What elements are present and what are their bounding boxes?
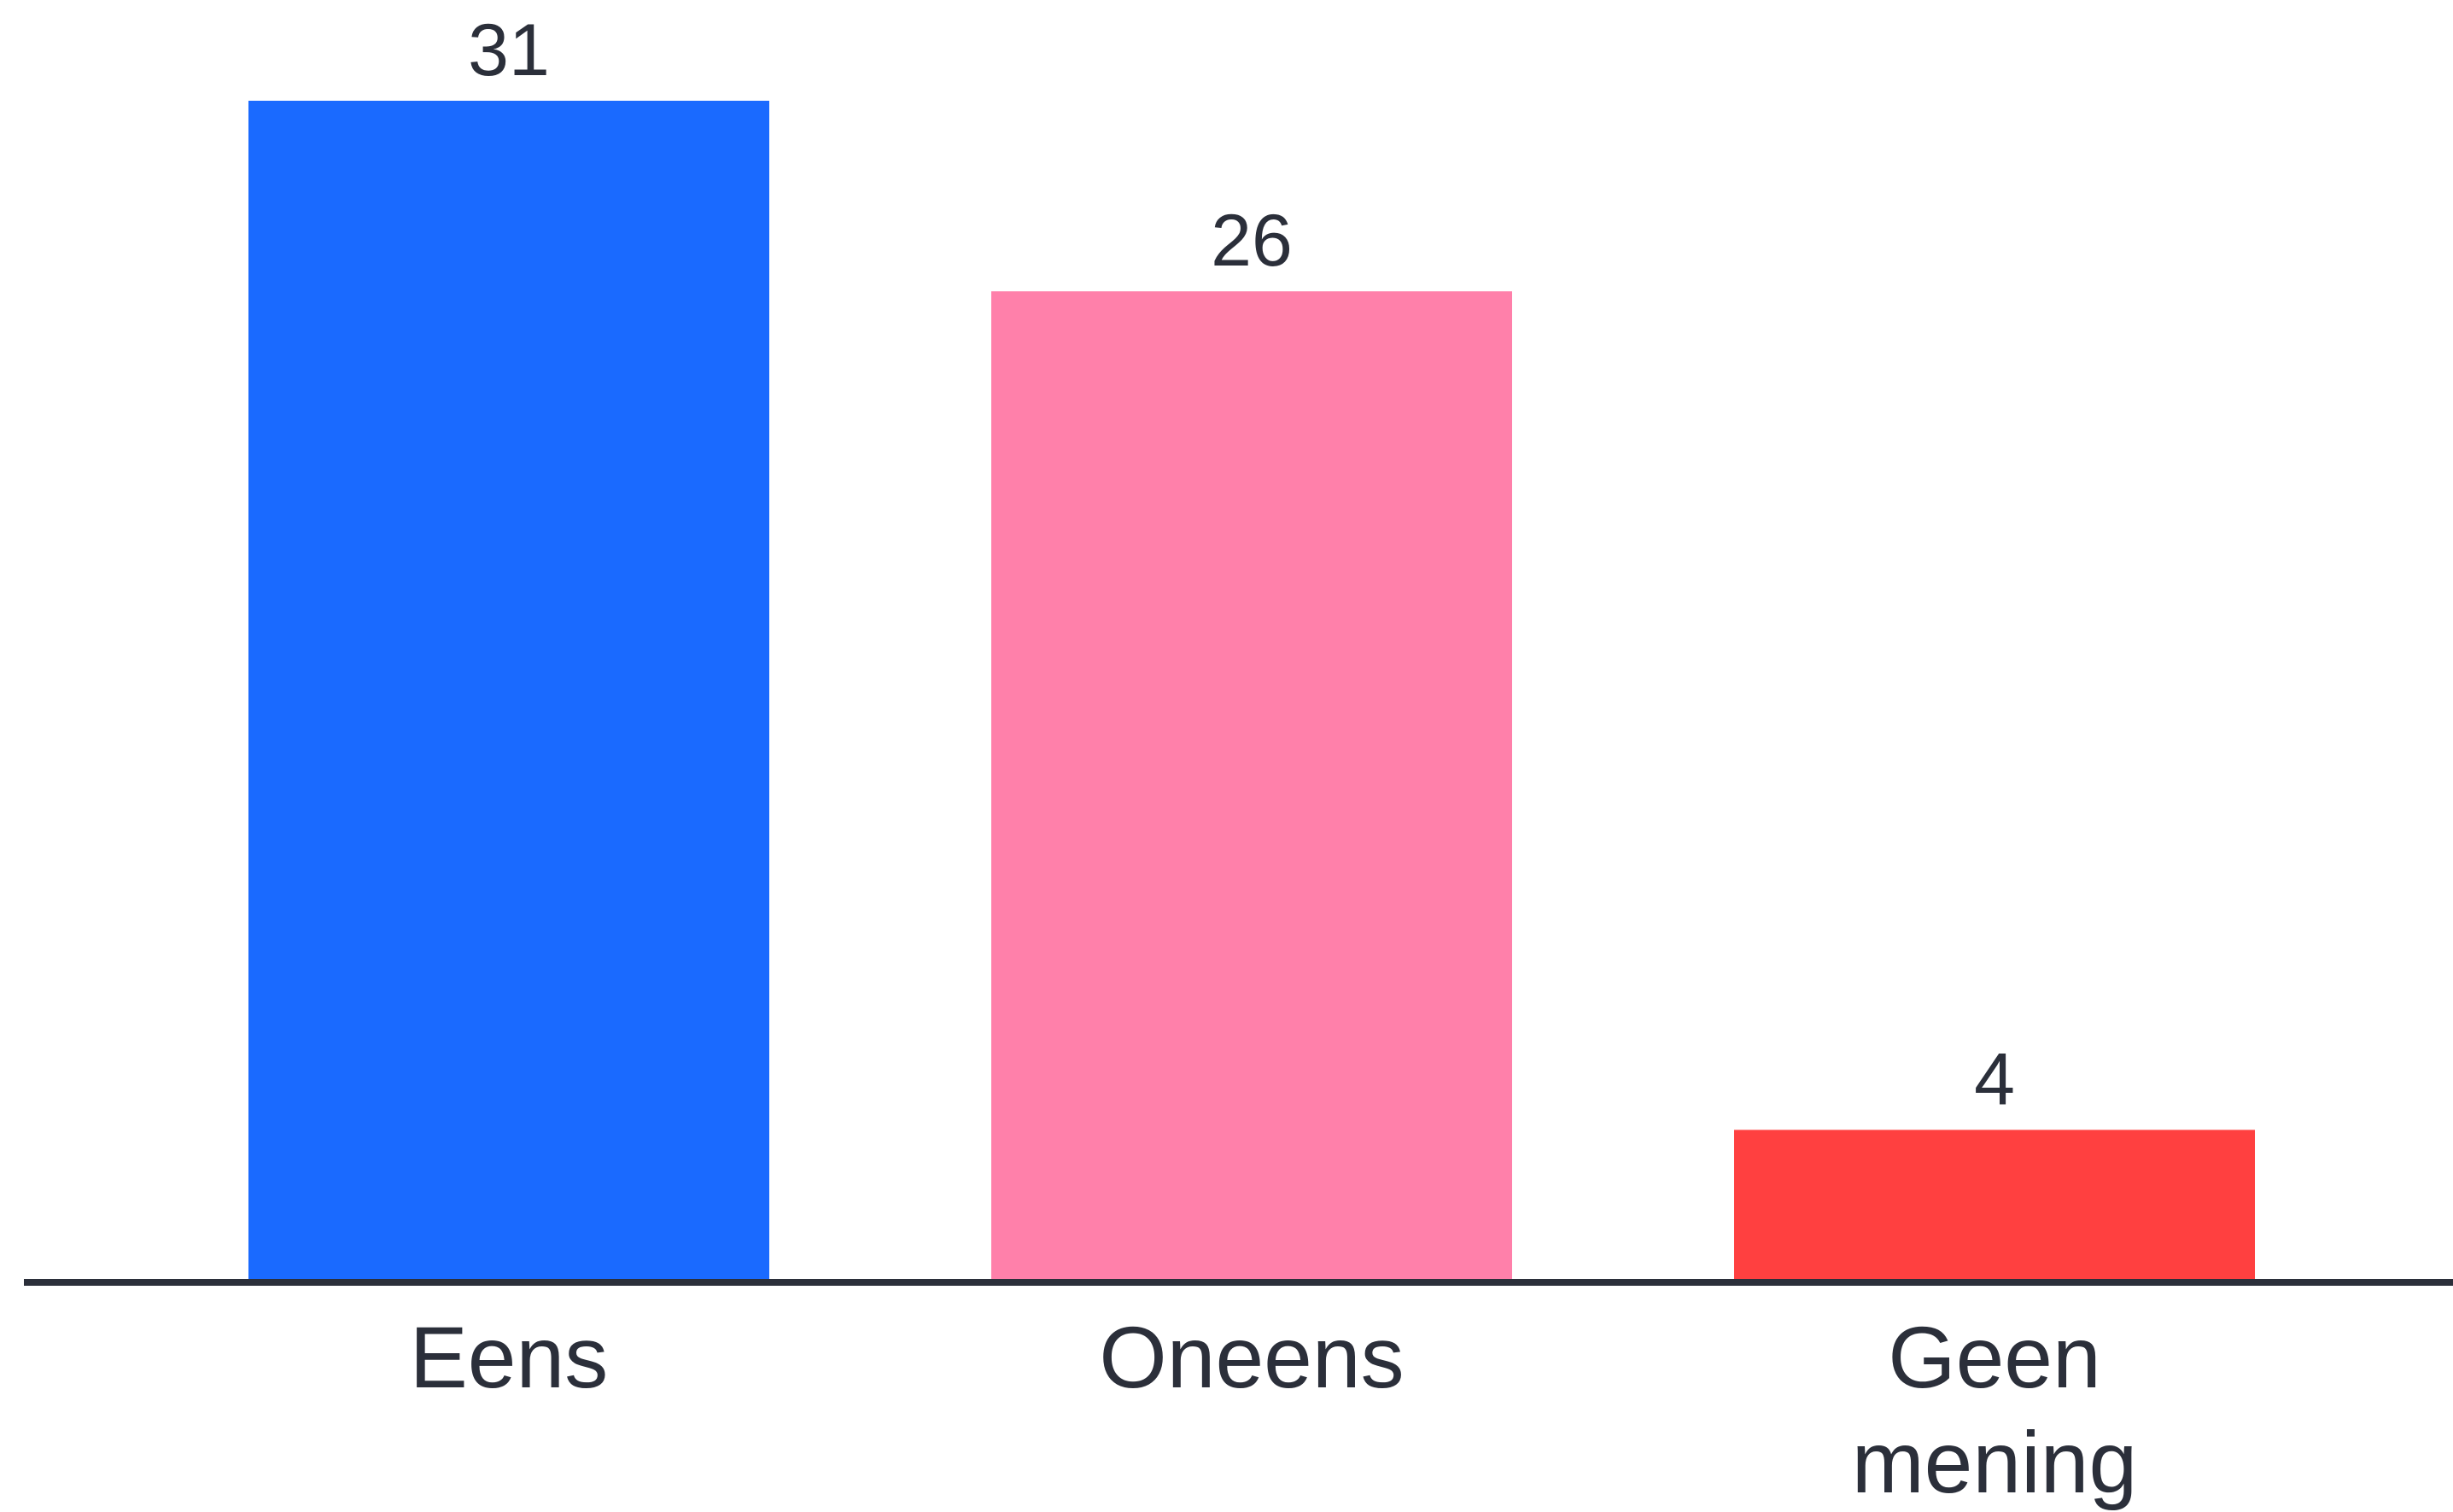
value-labels-group: 31 26 4 (468, 9, 2015, 1120)
bar-1 (991, 291, 1512, 1282)
value-label-0: 31 (468, 9, 550, 91)
bar-0 (248, 101, 769, 1282)
value-label-1: 26 (1211, 200, 1293, 282)
bars-group (248, 101, 2255, 1282)
bar-2 (1734, 1130, 2255, 1282)
category-label-2-line-1: mening (1852, 1414, 2138, 1511)
value-label-2: 4 (1974, 1038, 2015, 1120)
category-label-1: Oneens (1099, 1309, 1404, 1406)
category-label-2-line-0: Geen (1888, 1309, 2101, 1406)
category-label-0: Eens (410, 1309, 609, 1406)
